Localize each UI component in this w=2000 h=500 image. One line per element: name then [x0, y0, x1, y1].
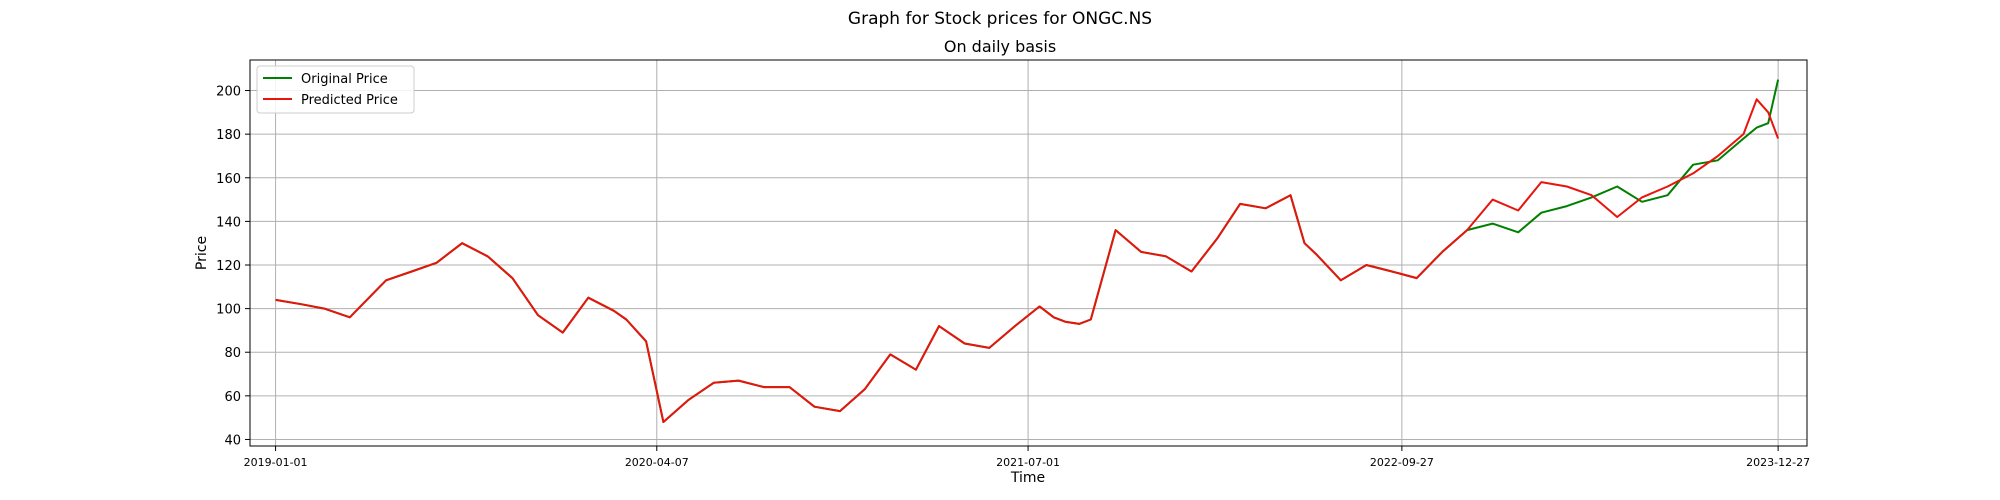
y-tick-label-180: 180: [216, 128, 241, 143]
chart-title: Graph for Stock prices for ONGC.NS: [848, 9, 1152, 29]
y-tick-label-60: 60: [224, 390, 241, 405]
x-tick-label-2019-01-01: 2019-01-01: [244, 456, 308, 469]
legend-box: [256, 65, 415, 114]
legend: Original Price Predicted Price: [256, 65, 415, 114]
grid: [250, 60, 1807, 446]
y-tick-label-200: 200: [216, 85, 241, 100]
series-line-predicted-price: [275, 98, 1780, 423]
x-axis-label: Time: [1010, 470, 1045, 486]
x-axis: 2019-01-01 2020-04-07 2021-07-01 2022-09-27…: [244, 446, 1810, 469]
y-tick-label-40: 40: [224, 433, 241, 448]
series-lines: [275, 79, 1780, 423]
legend-label-predicted-price: Predicted Price: [301, 93, 398, 108]
y-axis-label: Price: [194, 236, 210, 270]
y-tick-label-120: 120: [216, 259, 241, 274]
y-axis: 40 60 80 100 120 140 160 180 200: [216, 85, 250, 448]
y-tick-label-140: 140: [216, 215, 241, 230]
legend-label-original-price: Original Price: [301, 72, 388, 87]
x-tick-label-2023-12-27: 2023-12-27: [1746, 456, 1810, 469]
chart-subtitle: On daily basis: [944, 37, 1056, 56]
y-tick-label-80: 80: [224, 346, 241, 361]
y-tick-label-160: 160: [216, 172, 241, 187]
x-tick-label-2022-09-27: 2022-09-27: [1370, 456, 1434, 469]
y-tick-label-100: 100: [216, 303, 241, 318]
series-line-original-price: [275, 79, 1780, 423]
x-tick-label-2020-04-07: 2020-04-07: [625, 456, 689, 469]
x-tick-label-2021-07-01: 2021-07-01: [996, 456, 1060, 469]
